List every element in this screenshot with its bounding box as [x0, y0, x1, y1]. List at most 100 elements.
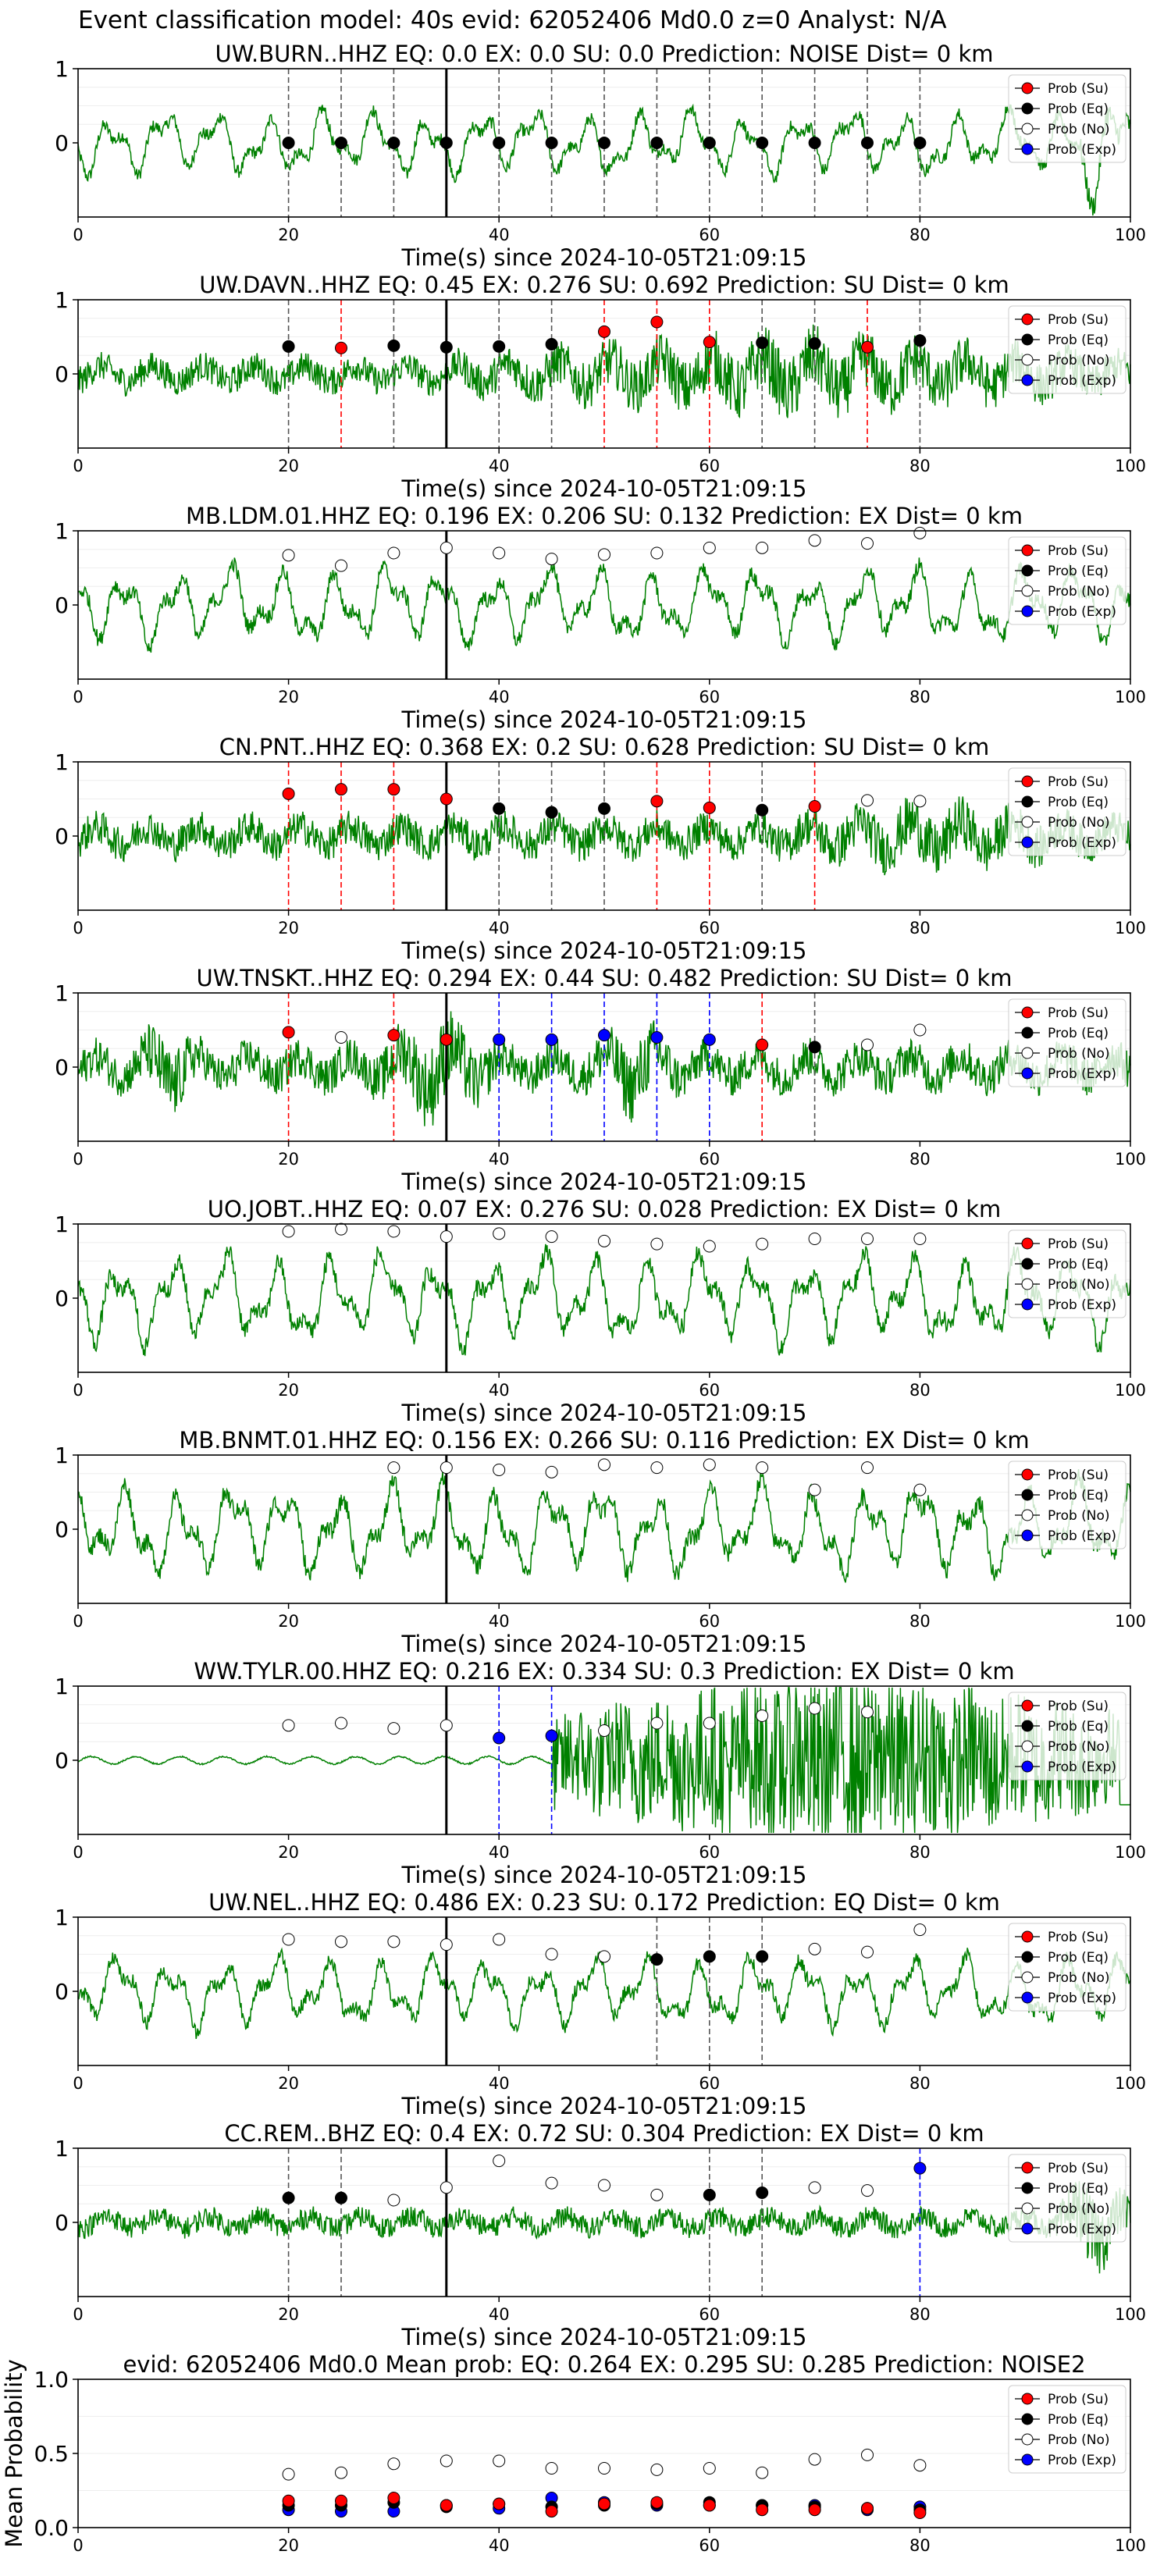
prob-marker: [387, 2194, 400, 2207]
prob-marker: [545, 338, 558, 350]
y-tick-label: 0: [55, 1748, 69, 1774]
prob-marker: [598, 1458, 610, 1471]
prob-marker: [282, 137, 295, 149]
mean-prob-marker: [387, 2492, 400, 2504]
panel-title: UW.NEL..HHZ EQ: 0.486 EX: 0.23 SU: 0.172…: [208, 1889, 1000, 1916]
prob-marker: [703, 1717, 716, 1730]
legend-label: Prob (No): [1048, 2201, 1110, 2217]
panel-8: WW.TYLR.00.HHZ EQ: 0.216 EX: 0.334 SU: 0…: [55, 1658, 1146, 1888]
prob-marker: [913, 526, 927, 539]
legend-marker: [1021, 1991, 1034, 2004]
prob-marker: [808, 337, 821, 350]
axes-frame: [77, 1916, 1131, 2066]
axes-frame: [77, 2147, 1131, 2297]
prob-marker: [913, 1923, 927, 1937]
prob-marker: [545, 1729, 558, 1742]
prob-marker: [440, 340, 453, 354]
legend-label: Prob (Su): [1048, 1236, 1109, 1252]
panel-10: CC.REM..BHZ EQ: 0.4 EX: 0.72 SU: 0.304 P…: [55, 2120, 1146, 2350]
legend-label: Prob (Exp): [1048, 142, 1116, 158]
prob-marker: [650, 1031, 664, 1044]
legend-marker: [1021, 2393, 1034, 2405]
legend-marker: [1021, 836, 1034, 849]
prob-marker: [650, 1717, 664, 1730]
legend: Prob (Su) Prob (Eq) Prob (No) Prob (Exp): [1008, 1461, 1127, 1550]
x-tick-label: 60: [699, 2074, 720, 2093]
prob-marker: [493, 2154, 506, 2168]
mean-prob-marker: [335, 2494, 347, 2507]
y-axis-label: Mean Probability: [1, 2359, 27, 2548]
prob-marker: [808, 1942, 821, 1955]
y-tick-label: 0.0: [34, 2515, 69, 2541]
prob-marker: [913, 1483, 927, 1496]
legend-marker: [1021, 1258, 1034, 1270]
x-tick-label: 100: [1115, 1150, 1146, 1169]
mean-prob-marker: [756, 2466, 769, 2479]
x-tick-label: 0: [73, 2074, 83, 2093]
prob-marker: [808, 137, 821, 149]
legend-label: Prob (No): [1048, 1046, 1110, 1062]
prob-marker: [703, 2188, 716, 2201]
x-axis-label: Time(s) since 2024-10-05T21:09:15: [401, 706, 807, 733]
legend-label: Prob (No): [1048, 1508, 1110, 1524]
legend-marker: [1021, 2222, 1034, 2235]
mean-prob-marker: [861, 2448, 874, 2461]
legend-marker: [1021, 2161, 1034, 2174]
y-tick-label: 1: [55, 287, 69, 313]
prob-marker: [756, 541, 769, 554]
panel-5: UW.TNSKT..HHZ EQ: 0.294 EX: 0.44 SU: 0.4…: [55, 965, 1146, 1195]
prob-marker: [650, 1461, 664, 1475]
prob-marker: [703, 336, 716, 349]
y-tick-label: 0: [55, 592, 69, 618]
prob-marker: [861, 1233, 874, 1245]
prob-marker: [913, 2161, 927, 2175]
panel-title: CN.PNT..HHZ EQ: 0.368 EX: 0.2 SU: 0.628 …: [219, 734, 990, 760]
prob-marker: [282, 549, 295, 562]
prob-marker: [282, 340, 295, 353]
panel-title: CC.REM..BHZ EQ: 0.4 EX: 0.72 SU: 0.304 P…: [224, 2120, 984, 2147]
legend-label: Prob (Eq): [1048, 564, 1109, 579]
prob-marker: [282, 1026, 295, 1039]
legend-marker: [1021, 1699, 1034, 1712]
prob-marker: [545, 1948, 558, 1961]
x-tick-label: 20: [278, 919, 299, 938]
prob-marker: [861, 340, 874, 354]
seismic-trace: [77, 1469, 1131, 1583]
x-tick-label: 0: [73, 226, 83, 244]
legend-marker: [1021, 1720, 1034, 1732]
prob-marker: [545, 2176, 558, 2190]
panel-2: UW.DAVN..HHZ EQ: 0.45 EX: 0.276 SU: 0.69…: [55, 272, 1146, 502]
legend: Prob (Su) Prob (Eq) Prob (No) Prob (Exp): [1008, 536, 1127, 625]
prob-marker: [598, 802, 610, 815]
legend: Prob (Su) Prob (Eq) Prob (No) Prob (Exp): [1008, 2154, 1127, 2243]
legend: Prob (Su) Prob (Eq) Prob (No) Prob (Exp): [1008, 74, 1127, 163]
prob-marker: [756, 1710, 769, 1722]
panel-1: UW.BURN..HHZ EQ: 0.0 EX: 0.0 SU: 0.0 Pre…: [55, 41, 1146, 271]
x-tick-label: 40: [489, 1150, 510, 1169]
legend-label: Prob (Su): [1048, 2161, 1109, 2176]
legend-marker: [1021, 354, 1034, 366]
panel-7: MB.BNMT.01.HHZ EQ: 0.156 EX: 0.266 SU: 0…: [55, 1427, 1146, 1657]
prob-marker: [861, 1461, 874, 1475]
legend-label: Prob (Eq): [1048, 333, 1109, 348]
x-axis-label: Time(s) since 2024-10-05T21:09:15: [401, 1862, 807, 1888]
legend-marker: [1021, 1026, 1034, 1039]
legend-label: Prob (Exp): [1048, 1991, 1116, 2006]
legend-label: Prob (Eq): [1048, 1257, 1109, 1272]
legend-box: [1008, 2154, 1127, 2243]
legend-marker: [1021, 1760, 1034, 1773]
prob-marker: [493, 802, 506, 815]
y-tick-label: 1: [55, 749, 69, 775]
prob-marker: [440, 1719, 453, 1732]
legend-marker: [1021, 102, 1034, 115]
prob-marker: [913, 795, 927, 808]
prob-marker: [861, 794, 874, 807]
x-tick-label: 100: [1115, 919, 1146, 938]
mean-prob-marker: [493, 2497, 506, 2510]
prob-marker: [282, 1719, 295, 1732]
legend-marker: [1021, 1971, 1034, 1984]
prob-marker: [756, 2186, 769, 2199]
x-axis-label: Time(s) since 2024-10-05T21:09:15: [401, 475, 807, 502]
prob-marker: [440, 792, 453, 806]
